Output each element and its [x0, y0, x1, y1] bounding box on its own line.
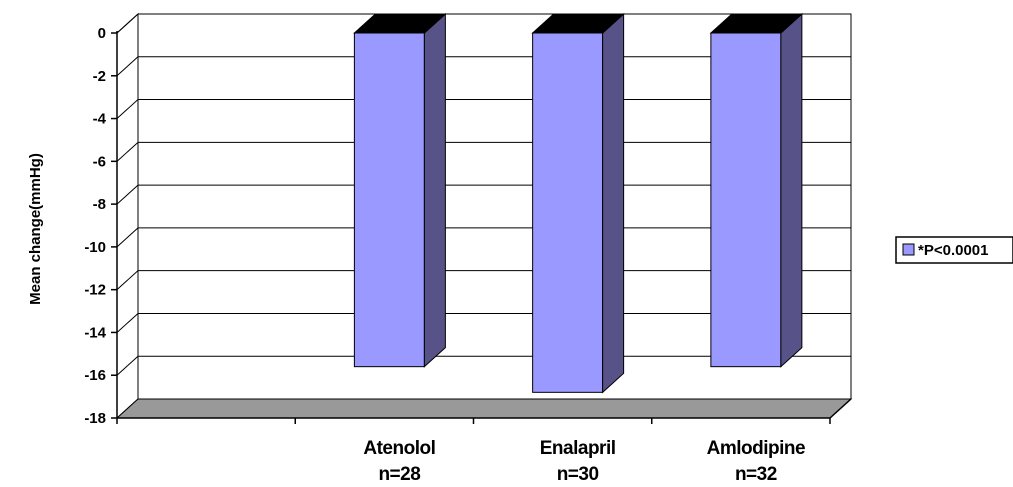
x-tick-sublabel: n=28	[378, 464, 420, 485]
y-tick-label: -2	[93, 68, 106, 85]
bar-front	[532, 32, 604, 393]
x-axis: Atenolol n=28 Enalapril n=30 Amlodipine n=32	[116, 398, 852, 485]
bar	[709, 12, 804, 368]
bar-front	[710, 32, 782, 368]
x-tick-label: Atenolol	[363, 438, 435, 459]
chart-floor	[115, 398, 853, 419]
bar-side	[780, 12, 803, 368]
bar-top	[531, 13, 625, 34]
y-tick-label: -8	[93, 196, 106, 213]
y-tick-label: 0	[98, 25, 106, 42]
y-tick-label: -14	[84, 324, 106, 341]
bars	[353, 12, 804, 394]
x-tick-label: Amlodipine	[707, 438, 805, 459]
y-axis: 0 -2 -4 -6 -8 -10 -12 -14 -16 -18	[84, 25, 118, 427]
bar-side	[602, 12, 625, 394]
floor-plane	[115, 398, 853, 419]
y-tick-label: -4	[93, 111, 107, 128]
side-wall	[116, 12, 139, 420]
y-tick-label: -16	[84, 367, 106, 384]
x-tick-sublabel: n=30	[557, 464, 599, 485]
x-axis-depth-edge	[829, 398, 852, 419]
y-tick-label: -18	[84, 410, 106, 427]
y-axis-label: Mean change(mmHg)	[27, 153, 44, 305]
legend: *P<0.0001	[895, 236, 1013, 264]
bar-front	[353, 32, 425, 368]
bar-side	[423, 12, 446, 368]
y-tick-label: -6	[93, 153, 106, 170]
legend-box	[895, 236, 1013, 264]
bar	[531, 12, 625, 394]
bar-top	[709, 13, 804, 34]
bar	[353, 12, 447, 368]
legend-swatch	[902, 243, 915, 256]
x-tick-label: Enalapril	[540, 438, 616, 459]
y-tick-label: -12	[84, 282, 106, 299]
legend-label: *P<0.0001	[918, 242, 988, 259]
x-tick-sublabel: n=32	[735, 464, 777, 485]
y-tick-label: -10	[84, 239, 106, 256]
bar-top	[353, 13, 447, 34]
